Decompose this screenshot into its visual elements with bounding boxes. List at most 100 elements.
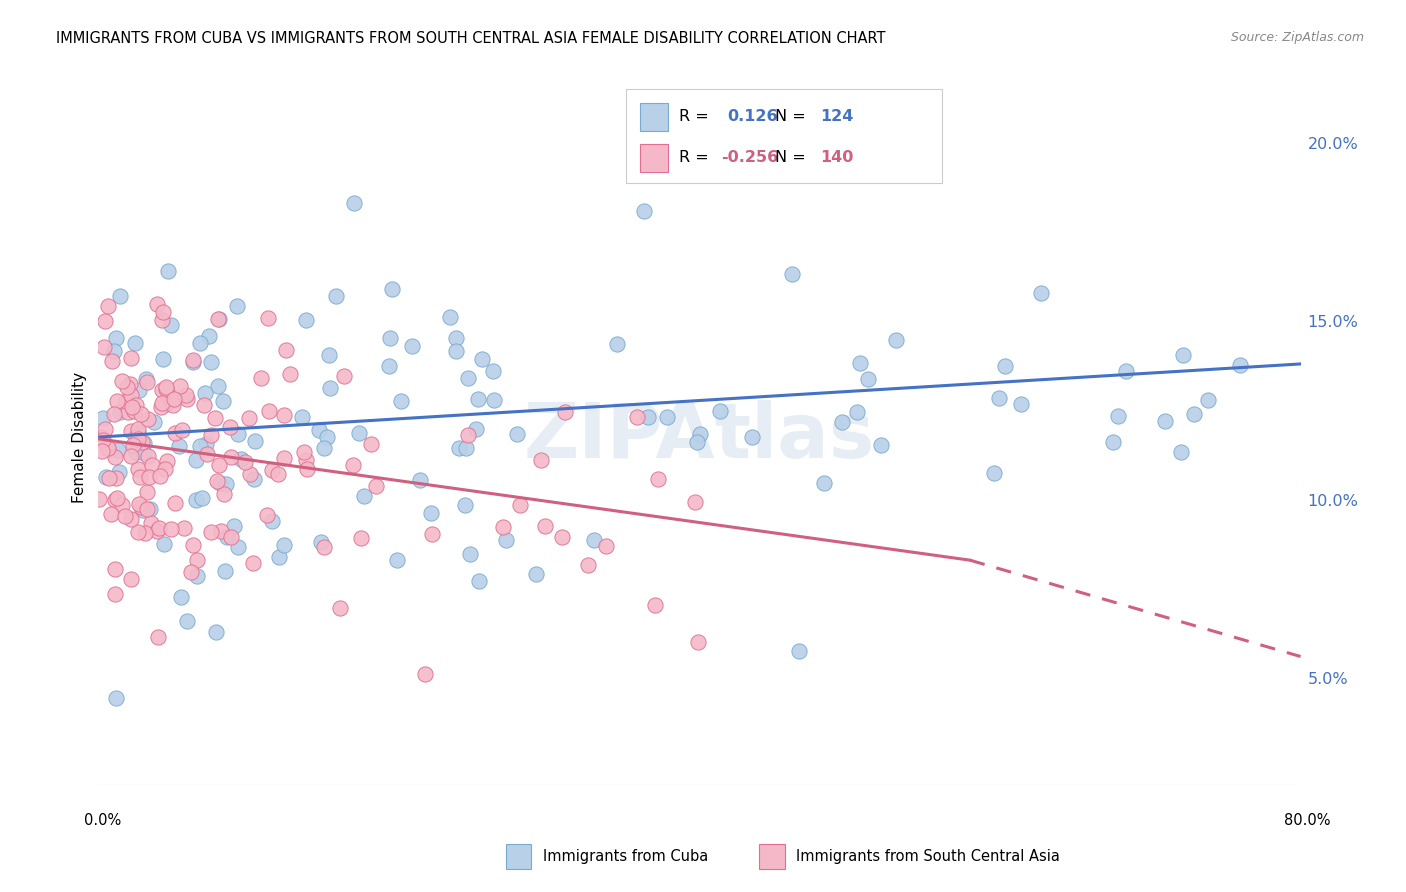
Point [103, 343, 125, 358]
Point [347, 426, 370, 441]
Point [186, 553, 208, 567]
Point [314, 442, 336, 456]
Point [219, 531, 242, 545]
Point [155, 380, 177, 394]
Point [319, 381, 342, 395]
Text: 80.0%: 80.0% [1284, 814, 1331, 828]
Point [689, 427, 711, 442]
Point [149, 469, 172, 483]
Point [209, 524, 232, 538]
Point [741, 430, 763, 444]
Point [444, 344, 467, 359]
Point [125, 445, 148, 459]
Point [134, 435, 156, 450]
Point [125, 398, 148, 412]
Point [208, 458, 231, 472]
Text: 0.126: 0.126 [727, 110, 778, 124]
Point [188, 439, 211, 453]
Point [120, 351, 142, 366]
Point [138, 450, 160, 464]
Point [239, 467, 262, 481]
Point [219, 450, 242, 465]
Point [149, 400, 172, 414]
Point [644, 598, 666, 612]
Point [118, 376, 141, 391]
Point [136, 502, 159, 516]
Point [444, 331, 467, 345]
Text: Immigrants from Cuba: Immigrants from Cuba [543, 849, 709, 863]
Text: Immigrants from South Central Asia: Immigrants from South Central Asia [796, 849, 1060, 863]
Point [686, 635, 709, 649]
Point [420, 527, 443, 541]
Point [273, 408, 295, 422]
Point [378, 359, 401, 373]
Point [96, 299, 118, 313]
Point [257, 403, 280, 417]
Point [509, 498, 531, 512]
Point [415, 666, 437, 681]
Point [439, 310, 461, 325]
Point [831, 415, 853, 429]
Point [125, 430, 148, 444]
Point [104, 586, 127, 600]
Point [104, 690, 127, 705]
Point [849, 356, 872, 370]
Point [98, 471, 121, 485]
Point [1115, 364, 1137, 378]
Point [111, 498, 134, 512]
Point [105, 394, 128, 409]
Point [110, 405, 132, 419]
Point [534, 519, 557, 533]
Point [139, 502, 162, 516]
Point [136, 375, 159, 389]
Point [858, 372, 880, 386]
Point [686, 435, 709, 450]
Point [194, 386, 217, 401]
Point [1171, 348, 1194, 362]
Point [148, 521, 170, 535]
Point [108, 466, 131, 480]
Point [226, 299, 249, 313]
Point [129, 470, 152, 484]
Point [309, 535, 332, 549]
Point [139, 516, 162, 531]
Point [162, 398, 184, 412]
Point [454, 498, 477, 512]
Point [294, 453, 316, 467]
Point [190, 491, 212, 505]
Point [260, 462, 283, 476]
Point [332, 368, 354, 383]
Point [360, 436, 382, 450]
Point [606, 336, 628, 351]
Point [208, 312, 231, 326]
Point [1153, 414, 1175, 428]
Point [256, 508, 278, 523]
Point [121, 400, 143, 414]
Point [89, 430, 111, 444]
Point [93, 340, 115, 354]
Point [314, 540, 336, 554]
Point [207, 312, 229, 326]
Point [350, 531, 373, 545]
Point [135, 485, 157, 500]
Point [104, 561, 127, 575]
Text: 140: 140 [820, 151, 853, 165]
Point [576, 558, 599, 573]
Point [155, 382, 177, 396]
Point [169, 591, 191, 605]
Point [180, 565, 202, 579]
Point [104, 493, 127, 508]
Point [482, 392, 505, 407]
Text: ZIPAtlas: ZIPAtlas [524, 401, 875, 474]
Point [152, 383, 174, 397]
Point [524, 566, 547, 581]
Point [120, 425, 142, 439]
Point [228, 427, 250, 442]
Point [316, 430, 339, 444]
Point [142, 415, 165, 429]
Point [471, 351, 494, 366]
Point [105, 471, 128, 485]
Point [780, 268, 803, 282]
Point [127, 462, 149, 476]
Text: R =: R = [679, 110, 709, 124]
